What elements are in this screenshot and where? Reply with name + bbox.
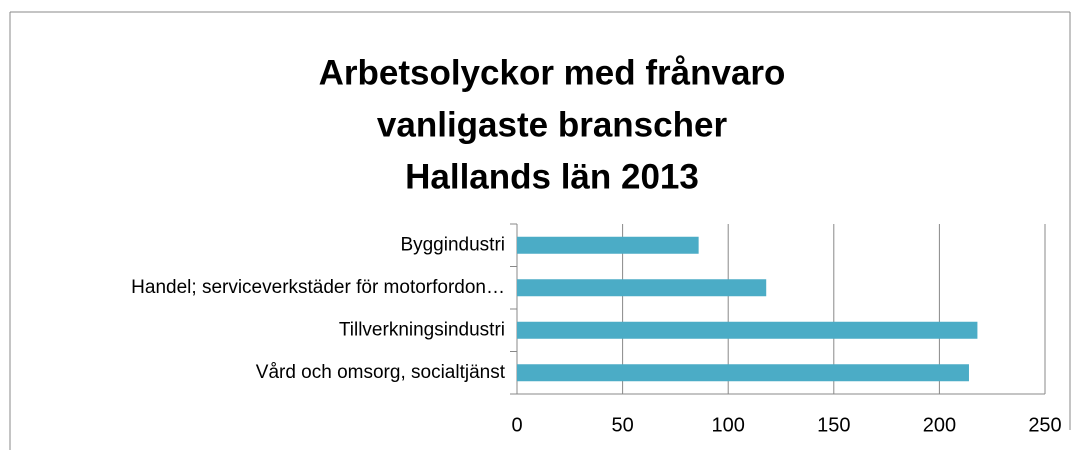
bar <box>517 279 767 297</box>
x-tick-label: 50 <box>611 414 633 436</box>
bar <box>517 321 978 339</box>
x-tick-label: 100 <box>712 414 745 436</box>
chart-title: Hallands län 2013 <box>405 157 699 196</box>
chart-title: vanligaste branscher <box>377 105 728 144</box>
x-tick-label: 150 <box>817 414 850 436</box>
bar <box>517 364 969 382</box>
x-tick-label: 200 <box>923 414 956 436</box>
y-tick-label: Vård och omsorg, socialtjänst <box>256 362 506 383</box>
y-tick-label: Byggindustri <box>400 234 505 255</box>
x-tick-label: 250 <box>1028 414 1061 436</box>
bar <box>517 236 699 254</box>
x-tick-label: 0 <box>511 414 522 436</box>
y-tick-label: Tillverkningsindustri <box>339 319 505 340</box>
y-tick-label: Handel; serviceverkstäder för motorfordo… <box>131 277 505 298</box>
chart-title: Arbetsolyckor med frånvaro <box>319 53 786 92</box>
